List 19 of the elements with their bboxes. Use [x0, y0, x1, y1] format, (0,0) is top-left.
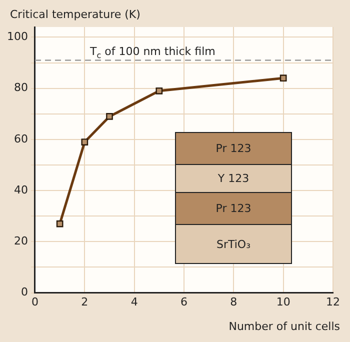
x-tick-label: 6: [180, 295, 188, 308]
y-tick-label: 20: [14, 234, 28, 248]
y-axis-title: Critical temperature (K): [10, 8, 140, 21]
x-tick-label: 0: [31, 295, 38, 308]
x-axis-title: Number of unit cells: [228, 320, 340, 333]
x-tick-label: 12: [326, 295, 340, 308]
x-tick-label: 2: [81, 295, 88, 308]
x-tick-label: 4: [130, 295, 138, 308]
annotation: Y 123: [176, 165, 291, 193]
y-tick-label: 80: [14, 81, 28, 94]
annotation: Pr 123: [176, 193, 291, 225]
x-tick-label: 10: [276, 295, 290, 308]
y-tick-label: 60: [14, 132, 28, 146]
y-tick-label: 0: [20, 286, 28, 299]
annotation: Pr 123: [176, 133, 291, 165]
y-tick-label: 100: [6, 30, 28, 44]
y-tick-label: 40: [14, 183, 28, 196]
annotation: SrTiO₃: [176, 225, 291, 263]
x-tick-label: 8: [230, 295, 238, 308]
